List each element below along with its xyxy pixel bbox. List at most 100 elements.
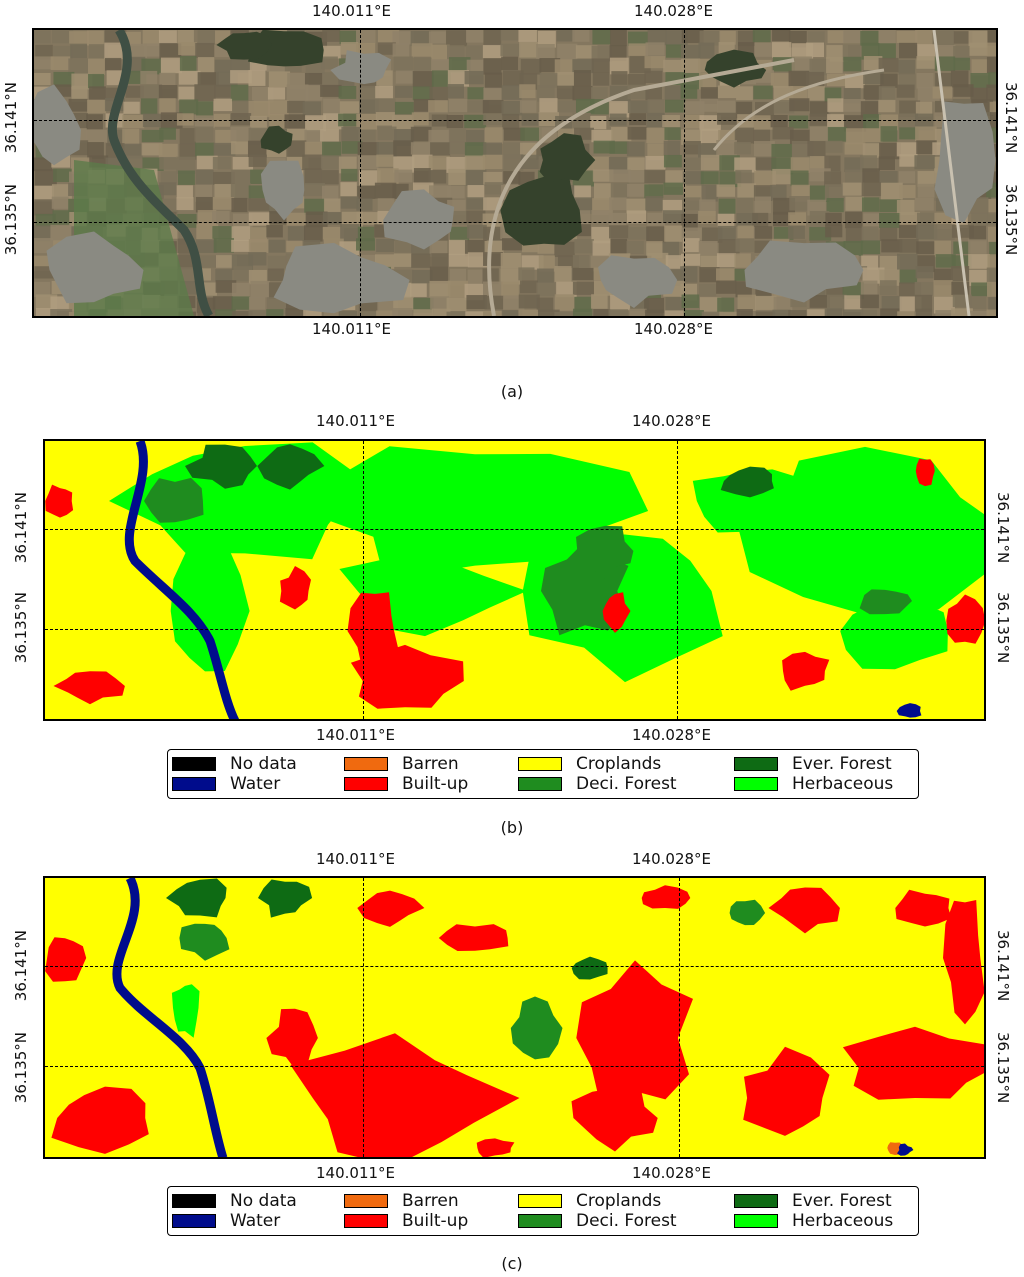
field-parcel	[376, 310, 399, 316]
field-parcel	[664, 99, 686, 113]
field-parcel	[159, 43, 182, 60]
field-parcel	[646, 112, 665, 129]
field-parcel	[159, 127, 176, 140]
field-parcel	[392, 43, 410, 57]
field-parcel	[842, 182, 865, 196]
field-parcel	[158, 143, 178, 158]
field-parcel	[464, 142, 487, 158]
field-parcel	[197, 210, 217, 226]
field-parcel	[752, 212, 769, 227]
field-parcel	[680, 266, 698, 283]
field-parcel	[878, 86, 896, 102]
water-river	[124, 441, 240, 719]
field-parcel	[501, 281, 519, 299]
field-parcel	[34, 199, 54, 216]
field-parcel	[304, 168, 322, 185]
legend-item-builtup: Built-up	[344, 774, 468, 794]
water-patch	[896, 703, 922, 718]
legend-label-deci: Deci. Forest	[576, 774, 677, 794]
legend-swatch-barren	[344, 757, 388, 771]
field-parcel	[627, 126, 648, 140]
field-parcel	[916, 212, 937, 226]
field-parcel	[413, 309, 433, 316]
field-parcel	[412, 71, 434, 88]
legend-b: No data Water Barren Built-up Croplands Deci.…	[167, 749, 919, 799]
builtup-patch	[51, 1086, 149, 1154]
field-parcel	[285, 308, 306, 316]
field-parcel	[772, 309, 791, 316]
field-parcel	[410, 142, 431, 155]
field-parcel	[212, 211, 230, 224]
field-parcel	[267, 268, 284, 281]
field-parcel	[357, 226, 375, 242]
field-parcel	[212, 197, 235, 210]
field-parcel	[717, 213, 735, 228]
field-parcel	[375, 112, 395, 126]
lat-tick-right-1: 36.141°N	[994, 492, 1012, 564]
field-parcel	[520, 127, 542, 141]
legend-swatch-builtup	[344, 777, 388, 791]
field-parcel	[790, 170, 809, 187]
field-parcel	[518, 30, 537, 42]
field-parcel	[233, 213, 253, 228]
field-parcel	[610, 238, 628, 254]
field-parcel	[356, 212, 379, 225]
builtup-patch	[290, 1033, 520, 1157]
field-parcel	[807, 31, 825, 46]
field-parcel	[88, 58, 105, 76]
field-parcel	[303, 308, 322, 316]
field-parcel	[357, 155, 379, 170]
field-parcel	[158, 84, 178, 99]
field-parcel	[880, 308, 900, 316]
field-parcel	[411, 253, 431, 268]
field-parcel	[572, 255, 590, 268]
field-parcel	[428, 31, 446, 44]
field-parcel	[933, 224, 955, 240]
lat-tick-left-1: 36.141°N	[12, 930, 30, 1002]
field-parcel	[179, 99, 199, 115]
field-parcel	[986, 267, 996, 285]
field-parcel	[465, 169, 487, 186]
legend-swatch-ever	[734, 1194, 778, 1208]
field-parcel	[448, 99, 468, 113]
field-parcel	[69, 31, 90, 44]
field-parcel	[141, 58, 161, 75]
field-parcel	[428, 100, 448, 113]
field-parcel	[304, 129, 324, 143]
legend-swatch-ever	[734, 757, 778, 771]
deci-patch	[859, 589, 912, 615]
field-parcel	[790, 157, 810, 173]
field-parcel	[933, 280, 953, 297]
field-parcel	[572, 281, 594, 295]
legend-item-ever: Ever. Forest	[734, 1191, 892, 1211]
field-parcel	[844, 142, 866, 155]
lon-tick-bottom-2: 140.028°E	[632, 726, 712, 744]
village-cluster	[598, 255, 678, 308]
field-parcel	[413, 56, 431, 72]
field-parcel	[501, 85, 522, 100]
field-parcel	[466, 210, 486, 223]
field-parcel	[86, 129, 109, 143]
field-parcel	[286, 84, 309, 101]
legend-item-croplands: Croplands	[518, 1191, 661, 1211]
field-parcel	[879, 171, 898, 184]
field-parcel	[34, 73, 51, 86]
field-parcel	[88, 73, 105, 89]
field-parcel	[771, 143, 793, 158]
field-parcel	[986, 182, 996, 198]
lat-tick-left-1: 36.141°N	[2, 82, 20, 154]
field-parcel	[230, 56, 252, 73]
field-parcel	[538, 255, 555, 272]
field-parcel	[879, 212, 901, 228]
legend-swatch-nodata	[172, 757, 216, 771]
field-parcel	[341, 168, 358, 182]
field-parcel	[53, 71, 75, 87]
field-parcel	[34, 56, 54, 70]
field-parcel	[34, 169, 57, 186]
field-parcel	[286, 212, 307, 226]
field-parcel	[645, 86, 662, 101]
field-parcel	[141, 143, 163, 156]
field-parcel	[53, 168, 72, 183]
field-parcel	[989, 112, 996, 129]
lon-tick-top-1: 140.011°E	[312, 2, 392, 20]
